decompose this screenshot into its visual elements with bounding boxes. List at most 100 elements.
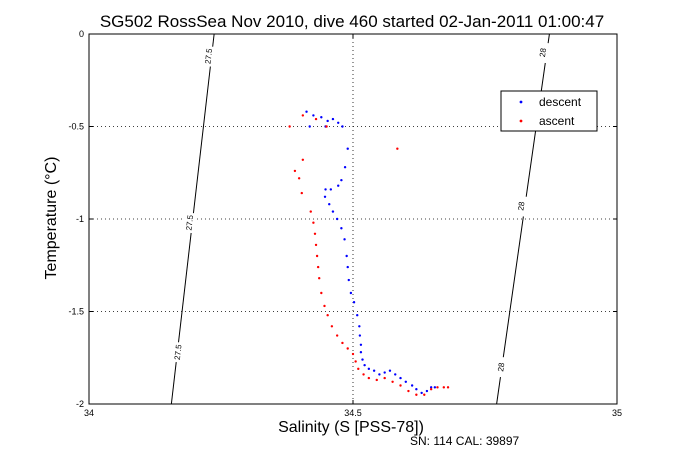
ascent-point: [367, 376, 371, 380]
descent-point: [415, 388, 418, 391]
ascent-point: [318, 277, 321, 280]
isopycnal-label-bg: [494, 356, 508, 378]
y-tick-label: -1.5: [68, 307, 84, 317]
ascent-point: [407, 389, 410, 393]
descent-point: [352, 301, 356, 304]
legend-marker-ascent: [519, 119, 523, 123]
descent-point: [312, 114, 315, 117]
descent-point: [372, 369, 376, 372]
descent-point: [347, 278, 350, 282]
descent-point: [329, 188, 333, 191]
chart-title: SG502 RossSea Nov 2010, dive 460 started…: [100, 12, 604, 31]
ascent-point: [436, 386, 439, 389]
descent-point: [358, 325, 361, 328]
ascent-point: [301, 114, 305, 117]
isopycnal-label: 27.5: [173, 343, 184, 360]
descent-point: [410, 384, 414, 387]
data-points: [288, 110, 450, 396]
axis-ticks: 34 34.5 35 0 -0.5 -1 -1.5 -2: [68, 29, 622, 418]
ascent-point: [326, 314, 329, 317]
ascent-point: [396, 147, 399, 150]
descent-point: [420, 391, 423, 395]
ascent-point: [391, 380, 394, 383]
isopycnal-label-bg: [171, 341, 184, 363]
isopycnal-label: 28: [496, 361, 506, 372]
legend: descent ascent: [500, 90, 598, 132]
ascent-point: [301, 158, 305, 161]
ascent-point: [446, 386, 450, 389]
y-axis-label: Temperature (°C): [43, 157, 60, 280]
descent-point: [399, 376, 402, 380]
grid-lines: [89, 34, 617, 404]
descent-point: [433, 386, 437, 389]
ascent-point: [357, 367, 360, 371]
descent-point: [361, 358, 364, 361]
isopycnal-label: 28: [516, 201, 526, 212]
x-tick-label: 35: [612, 408, 622, 418]
ascent-point: [341, 341, 344, 345]
descent-point: [367, 367, 371, 371]
legend-label-descent: descent: [539, 95, 582, 109]
descent-point: [308, 125, 311, 128]
y-tick-label: 0: [79, 29, 84, 39]
descent-point: [345, 254, 348, 258]
descent-point: [331, 117, 335, 121]
ascent-point: [351, 352, 355, 356]
ascent-point: [323, 304, 326, 308]
ascent-point: [399, 384, 402, 387]
descent-point: [326, 119, 329, 123]
ascent-point: [415, 393, 418, 396]
descent-point: [337, 121, 340, 125]
ascent-point: [316, 265, 320, 269]
isopycnal-label-bg: [536, 41, 549, 64]
ascent-point: [330, 325, 334, 328]
ascent-point: [325, 125, 328, 128]
descent-point: [359, 351, 363, 354]
ascent-point: [315, 254, 319, 258]
ascent-point: [346, 347, 349, 350]
isopycnal-label-bg: [202, 45, 215, 67]
ascent-point: [362, 373, 365, 376]
ascent-point: [423, 393, 426, 396]
descent-point: [356, 314, 359, 317]
descent-point: [346, 147, 349, 150]
descent-point: [320, 116, 323, 119]
ascent-point: [429, 388, 433, 391]
descent-point: [343, 166, 347, 169]
ascent-point: [383, 376, 386, 380]
x-axis-label: Salinity (S [PSS-78]): [278, 419, 424, 436]
descent-point: [429, 386, 433, 389]
descent-point: [323, 195, 327, 198]
ascent-point: [313, 232, 317, 235]
y-tick-label: -0.5: [68, 122, 84, 132]
ascent-point: [314, 243, 318, 247]
ascent-point: [288, 125, 291, 128]
isopycnal-label: 28: [538, 47, 548, 58]
descent-point: [378, 373, 381, 376]
legend-box: [500, 90, 598, 132]
descent-point: [343, 238, 346, 241]
descent-point: [388, 369, 392, 372]
descent-point: [383, 371, 386, 374]
ascent-point: [312, 221, 315, 224]
isopycnal-label: 27.5: [203, 47, 214, 64]
ascent-point: [314, 117, 318, 121]
ascent-point: [375, 378, 378, 382]
legend-marker-descent: [519, 100, 523, 104]
descent-point: [358, 334, 362, 337]
descent-point: [349, 291, 353, 295]
ascent-point: [354, 360, 357, 363]
descent-point: [394, 373, 397, 376]
isopycnal-label-bg: [514, 195, 528, 217]
ascent-point: [442, 386, 446, 389]
descent-point: [425, 389, 429, 393]
ascent-point: [320, 291, 323, 295]
series-ascent: [288, 114, 450, 396]
y-tick-label: -2: [76, 399, 84, 409]
descent-point: [359, 343, 363, 346]
ascent-point: [300, 191, 303, 195]
descent-point: [324, 188, 327, 191]
isopycnal-label-bg: [183, 212, 196, 234]
y-tick-label: -1: [76, 214, 84, 224]
